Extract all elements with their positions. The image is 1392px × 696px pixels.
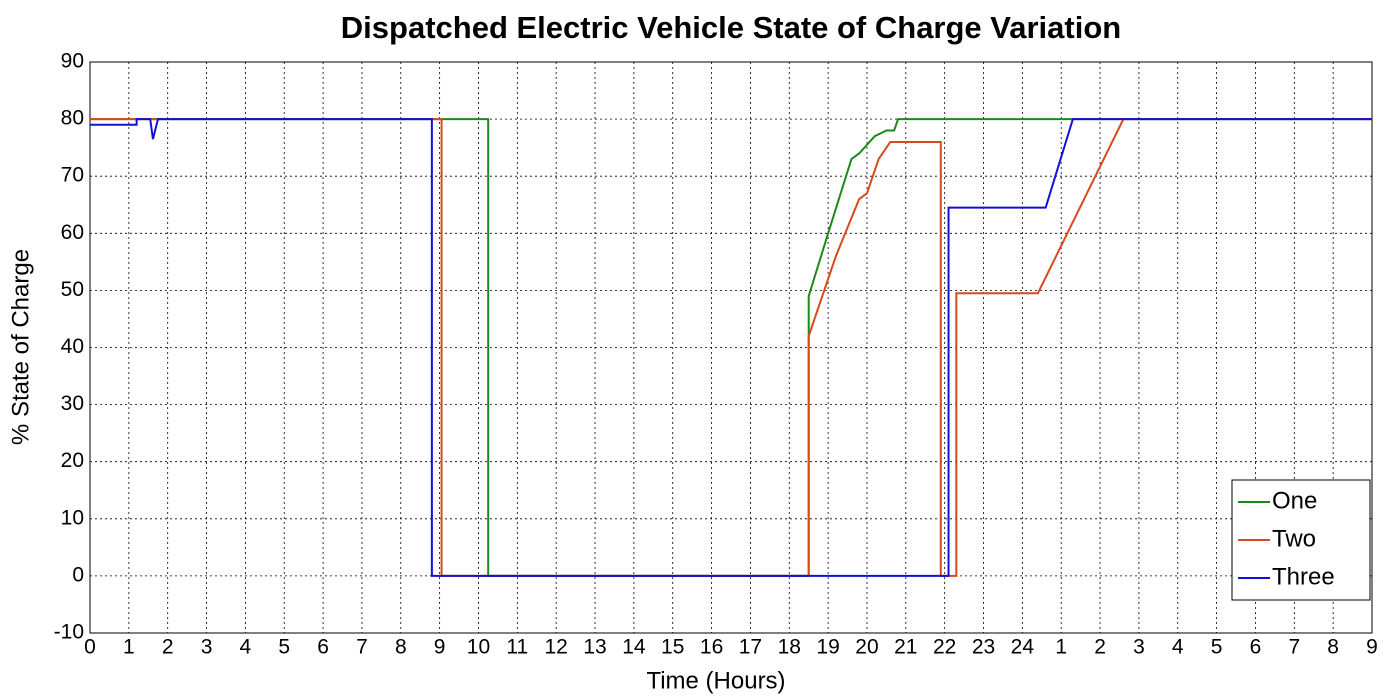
y-axis-label: % State of Charge <box>7 249 34 445</box>
y-tick-label: 10 <box>61 506 84 529</box>
y-tick-label: 20 <box>61 449 84 472</box>
y-tick-label: 90 <box>61 50 84 73</box>
x-tick-label: 0 <box>84 636 96 659</box>
x-tick-label: 5 <box>278 636 290 659</box>
x-tick-label: 18 <box>778 636 801 659</box>
x-tick-label: 6 <box>317 636 329 659</box>
x-tick-label: 14 <box>622 636 646 659</box>
x-tick-label: 2 <box>162 636 174 659</box>
x-tick-label: 8 <box>1327 636 1339 659</box>
x-tick-label: 17 <box>739 636 762 659</box>
x-tick-label: 19 <box>816 636 839 659</box>
y-tick-label: 0 <box>72 563 84 586</box>
x-tick-label: 7 <box>1288 636 1300 659</box>
x-tick-label: 4 <box>240 636 252 659</box>
legend-label: One <box>1272 487 1317 514</box>
x-tick-label: 23 <box>972 636 995 659</box>
x-tick-label: 22 <box>933 636 956 659</box>
y-tick-label: 50 <box>61 278 84 301</box>
x-tick-label: 15 <box>661 636 684 659</box>
y-tick-label: 40 <box>61 335 84 358</box>
x-tick-label: 2 <box>1094 636 1106 659</box>
x-tick-label: 10 <box>467 636 490 659</box>
chart-title: Dispatched Electric Vehicle State of Cha… <box>341 10 1121 45</box>
x-tick-label: 6 <box>1250 636 1262 659</box>
legend-label: Three <box>1272 563 1335 590</box>
x-tick-label: 4 <box>1172 636 1184 659</box>
y-tick-label: 80 <box>61 107 84 130</box>
x-tick-label: 24 <box>1011 636 1035 659</box>
x-tick-label: 16 <box>700 636 723 659</box>
y-tick-label: 70 <box>61 164 84 187</box>
plot-frame <box>89 61 1373 634</box>
x-tick-label: 1 <box>1055 636 1067 659</box>
series-line <box>90 118 1372 577</box>
x-tick-label: 9 <box>1366 636 1378 659</box>
x-tick-label: 11 <box>506 636 528 659</box>
x-tick-label: 3 <box>1133 636 1145 659</box>
y-tick-label: 30 <box>61 392 84 415</box>
x-tick-label: 5 <box>1211 636 1223 659</box>
x-tick-label: 12 <box>545 636 568 659</box>
legend-label: Two <box>1272 525 1316 552</box>
x-tick-label: 13 <box>583 636 606 659</box>
y-tick-label: 60 <box>61 221 84 244</box>
x-tick-label: 1 <box>123 636 135 659</box>
y-tick-label: -10 <box>54 621 84 644</box>
x-tick-label: 9 <box>434 636 446 659</box>
x-tick-label: 21 <box>894 636 917 659</box>
x-tick-label: 7 <box>356 636 368 659</box>
x-tick-label: 20 <box>855 636 878 659</box>
x-tick-label: 8 <box>395 636 407 659</box>
x-tick-label: 3 <box>201 636 213 659</box>
x-axis-label: Time (Hours) <box>646 667 785 694</box>
